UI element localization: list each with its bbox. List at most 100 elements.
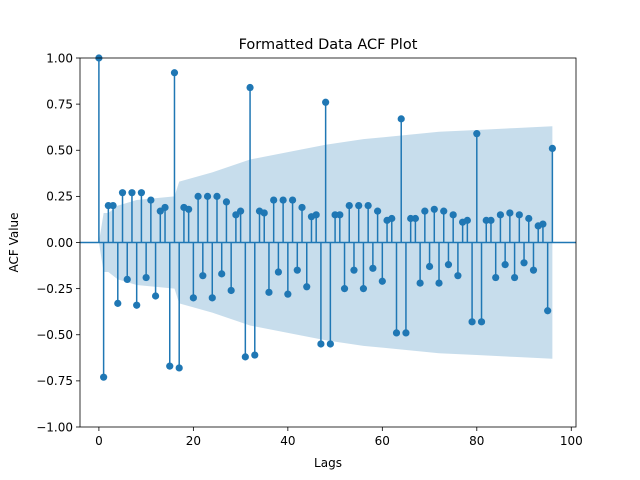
x-axis-ticks: 0 20 40 60 80 100 (95, 427, 583, 448)
acf-marker-lag-22 (199, 272, 207, 280)
acf-marker-lag-75 (449, 211, 457, 219)
acf-markers (95, 54, 556, 381)
acf-marker-lag-41 (288, 196, 297, 204)
x-tick-label: 20 (186, 434, 201, 448)
acf-marker-lag-20 (189, 294, 197, 302)
acf-marker-lag-49 (326, 340, 334, 348)
acf-marker-lag-62 (388, 214, 396, 223)
acf-marker-lag-38 (274, 268, 282, 276)
acf-marker-lag-46 (312, 211, 320, 219)
y-tick-label: −1.00 (36, 420, 73, 434)
acf-marker-lag-81 (477, 318, 486, 326)
y-axis-label: ACF Value (7, 212, 21, 272)
acf-marker-lag-71 (430, 205, 438, 213)
acf-marker-lag-44 (303, 283, 311, 291)
acf-marker-lag-8 (133, 301, 141, 309)
acf-marker-lag-94 (539, 220, 547, 228)
acf-marker-lag-96 (548, 144, 556, 153)
y-tick-label: 1.00 (46, 51, 73, 65)
acf-marker-lag-91 (525, 214, 533, 223)
acf-marker-lag-24 (208, 294, 216, 302)
acf-marker-lag-51 (336, 211, 344, 219)
acf-marker-lag-17 (175, 364, 183, 372)
acf-marker-lag-85 (496, 211, 505, 219)
acf-marker-lag-37 (270, 196, 278, 204)
acf-marker-lag-40 (284, 290, 292, 298)
acf-marker-lag-73 (440, 207, 448, 215)
acf-marker-lag-55 (355, 202, 363, 210)
y-tick-label: −0.25 (36, 282, 73, 296)
acf-marker-lag-3 (109, 202, 117, 210)
acf-marker-lag-5 (118, 189, 127, 197)
acf-marker-lag-78 (463, 216, 471, 224)
acf-marker-lag-63 (392, 329, 401, 337)
y-tick-label: −0.75 (36, 374, 73, 388)
acf-marker-lag-74 (444, 261, 453, 269)
acf-marker-lag-43 (298, 203, 306, 212)
acf-marker-lag-58 (369, 264, 377, 272)
acf-marker-lag-28 (227, 286, 235, 295)
acf-marker-lag-80 (473, 130, 481, 138)
acf-marker-lag-25 (213, 192, 221, 200)
y-tick-label: −0.50 (36, 328, 73, 342)
acf-marker-lag-88 (510, 273, 519, 282)
acf-marker-lag-68 (416, 279, 424, 287)
acf-marker-lag-67 (411, 214, 419, 223)
x-tick-label: 40 (280, 434, 295, 448)
x-axis-label: Lags (314, 456, 342, 470)
y-tick-label: 0.75 (46, 97, 73, 111)
acf-marker-lag-27 (222, 198, 231, 206)
acf-marker-lag-87 (506, 209, 514, 217)
plot-content (80, 54, 576, 381)
x-tick-label: 0 (95, 434, 103, 448)
acf-stems (98, 58, 554, 378)
y-tick-label: 0.50 (46, 144, 73, 158)
acf-marker-lag-86 (501, 261, 509, 269)
acf-marker-lag-84 (492, 273, 500, 282)
acf-marker-lag-48 (322, 98, 330, 106)
acf-marker-lag-9 (137, 189, 146, 197)
acf-marker-lag-90 (520, 259, 528, 267)
acf-marker-lag-95 (544, 307, 552, 315)
acf-marker-lag-10 (142, 273, 150, 282)
acf-marker-lag-21 (194, 192, 202, 200)
acf-marker-lag-53 (345, 202, 353, 210)
acf-marker-lag-11 (147, 196, 155, 204)
acf-marker-lag-19 (185, 205, 193, 213)
acf-marker-lag-79 (468, 318, 476, 326)
y-axis-ticks: −1.00 −0.75 −0.50 −0.25 0.00 0.25 0.50 0.75 1.00 (36, 51, 80, 434)
acf-marker-lag-92 (529, 266, 538, 274)
acf-marker-lag-23 (203, 192, 212, 200)
acf-marker-lag-30 (237, 207, 245, 215)
acf-marker-lag-14 (161, 203, 169, 212)
acf-marker-lag-42 (293, 266, 301, 274)
acf-marker-lag-76 (454, 272, 462, 280)
acf-marker-lag-12 (151, 292, 160, 300)
y-tick-label: 0.00 (46, 236, 73, 250)
acf-marker-lag-39 (279, 196, 287, 204)
acf-marker-lag-36 (265, 288, 273, 296)
x-tick-label: 80 (469, 434, 484, 448)
acf-marker-lag-35 (260, 209, 268, 217)
x-tick-label: 100 (560, 434, 583, 448)
acf-marker-lag-54 (350, 266, 358, 274)
acf-marker-lag-52 (340, 285, 349, 293)
acf-marker-lag-83 (487, 216, 495, 224)
acf-marker-lag-56 (359, 285, 368, 293)
acf-marker-lag-32 (246, 83, 254, 92)
acf-marker-lag-1 (100, 373, 108, 381)
acf-marker-lag-64 (397, 115, 405, 123)
acf-marker-lag-16 (170, 69, 179, 77)
acf-marker-lag-4 (114, 299, 122, 307)
acf-marker-lag-26 (218, 270, 226, 278)
acf-marker-lag-31 (241, 353, 249, 361)
acf-marker-lag-7 (128, 189, 136, 197)
acf-marker-lag-70 (425, 262, 434, 271)
acf-marker-lag-60 (378, 277, 386, 285)
acf-marker-lag-33 (251, 351, 259, 359)
acf-marker-lag-6 (123, 275, 131, 283)
acf-marker-lag-15 (166, 362, 174, 370)
y-tick-label: 0.25 (46, 190, 73, 204)
acf-marker-lag-47 (317, 340, 325, 348)
